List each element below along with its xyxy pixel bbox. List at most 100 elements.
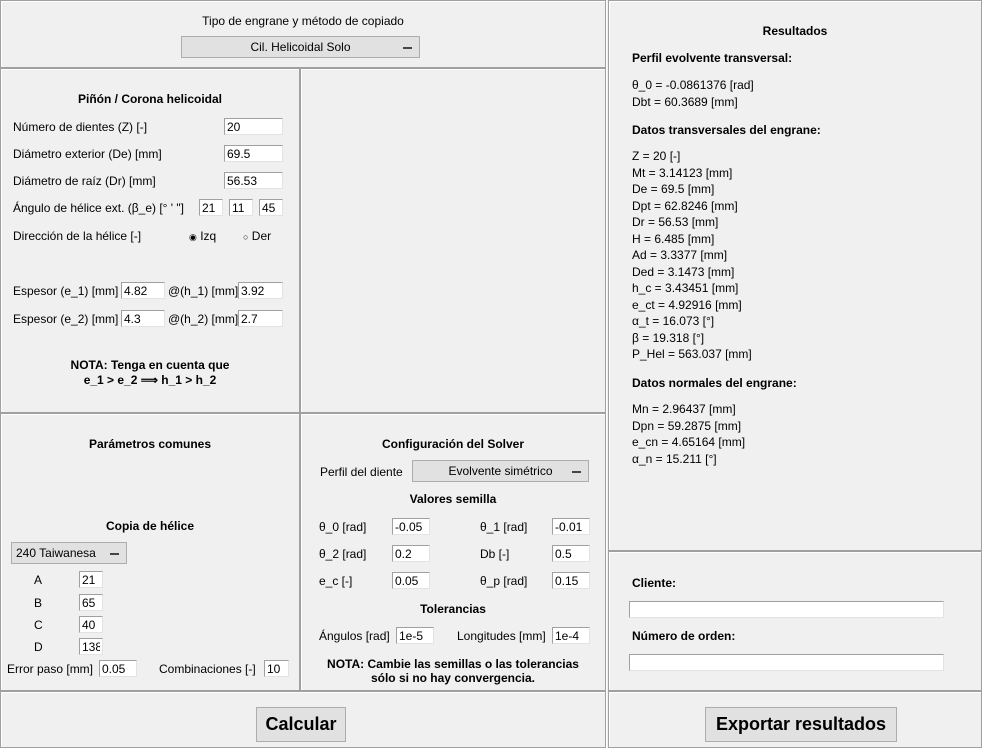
- comb-label: Combinaciones [-]: [159, 662, 256, 676]
- result-line: e_ct = 4.92916 [mm]: [632, 297, 742, 312]
- t1-input[interactable]: [552, 518, 590, 535]
- b-label: B: [34, 596, 43, 610]
- result-line: Dpn = 59.2875 [mm]: [632, 418, 742, 433]
- h2-input[interactable]: [238, 310, 283, 327]
- calc-panel: Calcular: [0, 691, 606, 748]
- result-line: Ad = 3.3377 [mm]: [632, 248, 728, 262]
- solver-title: Configuración del Solver: [381, 437, 525, 451]
- t2-label: θ_2 [rad]: [319, 547, 367, 561]
- common-panel: Parámetros comunes Copia de hélice 240 T…: [0, 413, 300, 691]
- radio-izq[interactable]: ◉ Izq: [189, 229, 216, 243]
- z-label: Número de dientes (Z) [-]: [13, 120, 148, 134]
- pinion-title: Piñón / Corona helicoidal: [77, 92, 222, 106]
- order-label: Número de orden:: [632, 629, 736, 643]
- tol-title: Tolerancias: [420, 602, 486, 616]
- results-list1: θ_0 = -0.0861376 [rad] Dbt = 60.3689 [mm]: [632, 77, 754, 110]
- t1-label: θ_1 [rad]: [480, 520, 528, 534]
- e1-label: Espesor (e_1) [mm]: [13, 284, 119, 298]
- export-button[interactable]: Exportar resultados: [705, 707, 897, 742]
- e2-label: Espesor (e_2) [mm]: [13, 312, 119, 326]
- de-input[interactable]: [224, 145, 283, 162]
- radio-der[interactable]: ○ Der: [243, 229, 271, 243]
- e2-input[interactable]: [121, 310, 165, 327]
- dr-label: Diámetro de raíz (Dr) [mm]: [13, 174, 156, 188]
- result-line: De = 69.5 [mm]: [632, 182, 715, 196]
- c-input[interactable]: [79, 616, 103, 633]
- order-input[interactable]: [629, 654, 944, 671]
- len-input[interactable]: [552, 627, 590, 644]
- a-label: A: [34, 573, 43, 587]
- results-panel: Resultados Perfil evolvente transversal:…: [608, 0, 982, 551]
- result-line: H = 6.485 [mm]: [632, 231, 715, 246]
- method-label: Tipo de engrane y método de copiado: [202, 14, 404, 28]
- results-section2: Datos transversales del engrane:: [632, 123, 821, 137]
- beta-label: Ángulo de hélice ext. (β_e) [° ' "]: [13, 201, 185, 215]
- solver-note2: sólo si no hay convergencia.: [370, 671, 536, 685]
- t0-input[interactable]: [392, 518, 430, 535]
- pinion-panel: Piñón / Corona helicoidal Número de dien…: [0, 68, 300, 413]
- ang-label: Ángulos [rad]: [319, 629, 390, 643]
- a-input[interactable]: [79, 571, 103, 588]
- result-line: Z = 20 [-]: [632, 149, 681, 163]
- result-line: Dbt = 60.3689 [mm]: [632, 94, 738, 109]
- b-input[interactable]: [79, 594, 103, 611]
- result-line: Dr = 56.53 [mm]: [632, 215, 719, 229]
- client-label: Cliente:: [632, 576, 677, 590]
- t2-input[interactable]: [392, 545, 430, 562]
- seeds-title: Valores semilla: [409, 492, 497, 506]
- method-panel: Tipo de engrane y método de copiado Cil.…: [0, 0, 606, 68]
- h2-label: @(h_2) [mm]: [168, 312, 239, 326]
- profile-label: Perfil del diente: [320, 465, 403, 479]
- result-line: α_t = 16.073 [°]: [632, 314, 715, 328]
- radio-checked-icon: ◉: [189, 232, 197, 242]
- db-label: Db [-]: [480, 547, 510, 561]
- results-list2: Z = 20 [-] Mt = 3.14123 [mm] De = 69.5 [mm…: [632, 148, 752, 363]
- export-panel: Exportar resultados: [608, 691, 982, 748]
- results-list3: Mn = 2.96437 [mm] Dpn = 59.2875 [mm] e_cn …: [632, 401, 745, 467]
- ang-input[interactable]: [396, 627, 434, 644]
- profile-dropdown[interactable]: Evolvente simétrico: [412, 460, 589, 482]
- result-line: P_Hel = 563.037 [mm]: [632, 347, 752, 361]
- copy-title: Copia de hélice: [105, 519, 195, 533]
- beta-deg-input[interactable]: [199, 199, 223, 216]
- h1-input[interactable]: [238, 282, 283, 299]
- note-line1: NOTA: Tenga en cuenta que: [70, 358, 230, 372]
- results-title: Resultados: [762, 24, 828, 38]
- e1-input[interactable]: [121, 282, 165, 299]
- radio-unchecked-icon: ○: [243, 232, 249, 242]
- result-line: θ_0 = -0.0861376 [rad]: [632, 78, 754, 92]
- beta-min-input[interactable]: [229, 199, 253, 216]
- result-line: Ded = 3.1473 [mm]: [632, 264, 735, 279]
- ec-input[interactable]: [392, 572, 430, 589]
- result-line: Mn = 2.96437 [mm]: [632, 402, 736, 416]
- client-panel: Cliente: Número de orden:: [608, 551, 982, 691]
- de-label: Diámetro exterior (De) [mm]: [13, 147, 162, 161]
- results-section3: Datos normales del engrane:: [632, 376, 797, 390]
- db-input[interactable]: [552, 545, 590, 562]
- empty-panel: [300, 68, 606, 413]
- client-input[interactable]: [629, 601, 944, 618]
- result-line: Mt = 3.14123 [mm]: [632, 165, 733, 180]
- dr-input[interactable]: [224, 172, 283, 189]
- d-label: D: [34, 640, 43, 654]
- tp-input[interactable]: [552, 572, 590, 589]
- common-title: Parámetros comunes: [88, 437, 212, 451]
- method-dropdown[interactable]: Cil. Helicoidal Solo: [181, 36, 420, 58]
- calcular-button[interactable]: Calcular: [256, 707, 346, 742]
- d-input[interactable]: [79, 638, 103, 655]
- comb-input[interactable]: [264, 660, 289, 677]
- beta-sec-input[interactable]: [259, 199, 283, 216]
- result-line: α_n = 15.211 [°]: [632, 451, 717, 466]
- err-label: Error paso [mm]: [7, 662, 94, 676]
- machine-dropdown[interactable]: 240 Taiwanesa: [11, 542, 127, 564]
- z-input[interactable]: [224, 118, 283, 135]
- dir-label: Dirección de la hélice [-]: [13, 229, 142, 243]
- result-line: β = 19.318 [°]: [632, 330, 705, 345]
- ec-label: e_c [-]: [319, 574, 353, 588]
- err-input[interactable]: [99, 660, 137, 677]
- result-line: h_c = 3.43451 [mm]: [632, 281, 739, 295]
- c-label: C: [34, 618, 43, 632]
- result-line: Dpt = 62.8246 [mm]: [632, 198, 738, 213]
- solver-note1: NOTA: Cambie las semillas o las toleranc…: [327, 657, 579, 671]
- radio-izq-label: Izq: [200, 229, 217, 243]
